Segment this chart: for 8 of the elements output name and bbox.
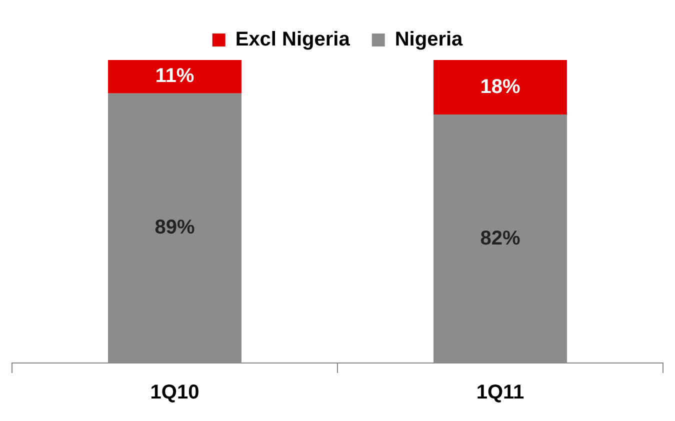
x-tick-label: 1Q11	[476, 382, 524, 404]
data-label: 11%	[155, 65, 194, 88]
legend-label: Excl Nigeria	[235, 28, 351, 51]
legend-label: Nigeria	[394, 28, 464, 51]
data-label: 89%	[154, 216, 195, 239]
data-label: 18%	[480, 76, 520, 98]
x-tick-label: 1Q10	[150, 382, 200, 404]
data-label: 82%	[480, 227, 520, 250]
